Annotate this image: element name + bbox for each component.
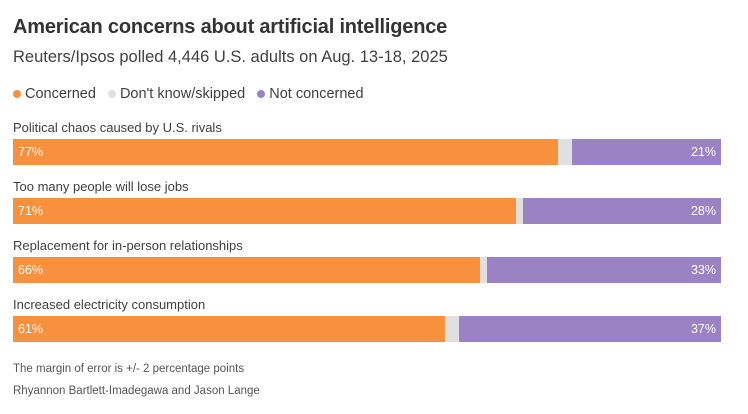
category-label: Political chaos caused by U.S. rivals [13, 120, 222, 135]
legend-swatch-dont-know [107, 90, 116, 98]
category-label: Too many people will lose jobs [13, 179, 189, 194]
legend: Concerned Don't know/skipped Not concern… [13, 86, 364, 102]
bar-segment-not-concerned: 33% [487, 257, 721, 283]
legend-item-concerned: Concerned [13, 86, 96, 102]
chart-title: American concerns about artificial intel… [13, 16, 448, 38]
stacked-bar: 71% 28% [13, 198, 721, 224]
bar-segment-not-concerned: 21% [572, 139, 721, 165]
margin-of-error-note: The margin of error is +/- 2 percentage … [13, 363, 245, 375]
legend-item-not-concerned: Not concerned [257, 86, 364, 102]
data-label-concerned: 77% [18, 145, 44, 159]
bar-segment-concerned: 71% [13, 198, 516, 224]
bar-segment-concerned: 77% [13, 139, 558, 165]
bar-segment-dont-know [480, 257, 487, 283]
bar-row: Replacement for in-person relationships 6… [13, 234, 721, 293]
chart-subtitle: Reuters/Ipsos polled 4,446 U.S. adults o… [13, 48, 448, 66]
data-label-not-concerned: 21% [690, 145, 716, 159]
legend-swatch-concerned [13, 90, 21, 98]
bar-segment-concerned: 66% [13, 257, 480, 283]
stacked-bar: 61% 37% [13, 316, 721, 342]
stacked-bar: 77% 21% [13, 139, 721, 165]
bar-row: Increased electricity consumption 61% 37% [13, 293, 721, 352]
legend-item-dont-know: Don't know/skipped [107, 86, 246, 102]
stacked-bar: 66% 33% [13, 257, 721, 283]
legend-label-dont-know: Don't know/skipped [119, 86, 246, 102]
data-label-concerned: 66% [18, 263, 44, 277]
data-label-concerned: 61% [18, 322, 44, 336]
data-label-not-concerned: 28% [690, 204, 716, 218]
bar-segment-not-concerned: 28% [523, 198, 721, 224]
legend-label-concerned: Concerned [25, 86, 96, 102]
bar-segment-not-concerned: 37% [459, 316, 721, 342]
legend-swatch-not-concerned [257, 90, 266, 98]
category-label: Increased electricity consumption [13, 297, 206, 312]
stacked-bar-chart: Political chaos caused by U.S. rivals 77%… [13, 116, 721, 352]
category-label: Replacement for in-person relationships [13, 238, 243, 253]
bar-segment-dont-know [445, 316, 459, 342]
bar-segment-dont-know [558, 139, 572, 165]
data-label-concerned: 71% [18, 204, 44, 218]
author-credit: Rhyannon Bartlett-Imadegawa and Jason La… [13, 385, 260, 397]
bar-segment-concerned: 61% [13, 316, 445, 342]
legend-label-not-concerned: Not concerned [269, 86, 364, 102]
bar-row: Political chaos caused by U.S. rivals 77%… [13, 116, 721, 175]
bar-row: Too many people will lose jobs 71% 28% [13, 175, 721, 234]
data-label-not-concerned: 33% [690, 263, 716, 277]
bar-segment-dont-know [516, 198, 523, 224]
data-label-not-concerned: 37% [690, 322, 716, 336]
